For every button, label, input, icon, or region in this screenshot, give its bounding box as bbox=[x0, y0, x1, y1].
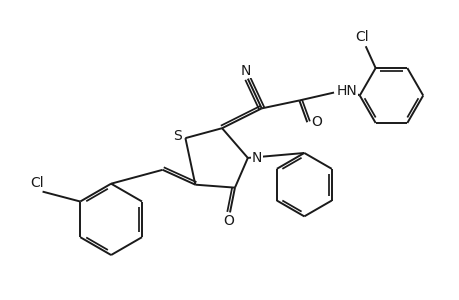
Text: Cl: Cl bbox=[354, 30, 368, 44]
Text: N: N bbox=[240, 64, 251, 78]
Text: Cl: Cl bbox=[30, 176, 43, 190]
Text: S: S bbox=[173, 129, 181, 143]
Text: O: O bbox=[311, 115, 322, 129]
Text: HN: HN bbox=[336, 84, 357, 98]
Text: O: O bbox=[223, 214, 234, 228]
Text: N: N bbox=[251, 151, 261, 165]
